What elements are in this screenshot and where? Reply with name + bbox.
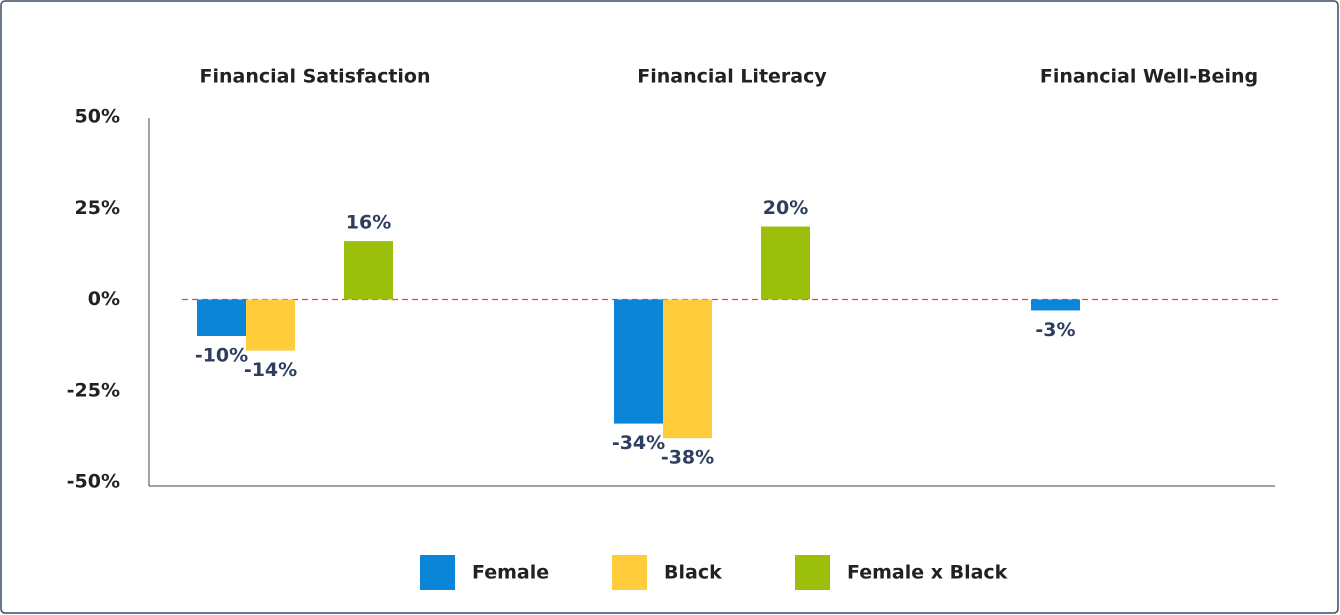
value-label: 20% bbox=[763, 197, 808, 219]
category-title: Financial Satisfaction bbox=[199, 66, 430, 88]
legend-swatch bbox=[795, 555, 830, 590]
y-tick-label: 50% bbox=[75, 106, 120, 128]
y-tick-label: -25% bbox=[67, 379, 120, 401]
legend-label: Female bbox=[472, 562, 549, 584]
bar bbox=[614, 299, 663, 424]
bar bbox=[761, 226, 810, 300]
bar bbox=[663, 299, 712, 439]
value-label: -38% bbox=[661, 447, 714, 469]
bar bbox=[197, 299, 246, 336]
value-label: -34% bbox=[612, 432, 665, 454]
y-tick-label: 0% bbox=[88, 288, 120, 310]
value-label: -3% bbox=[1035, 319, 1075, 341]
legend-label: Black bbox=[664, 562, 722, 584]
legend-swatch bbox=[420, 555, 455, 590]
legend-label: Female x Black bbox=[847, 562, 1008, 584]
bar bbox=[1031, 299, 1080, 311]
category-title: Financial Well-Being bbox=[1040, 66, 1258, 88]
bar bbox=[344, 241, 393, 300]
bar bbox=[246, 299, 295, 351]
value-label: -10% bbox=[195, 345, 248, 367]
y-tick-label: -50% bbox=[67, 471, 120, 493]
legend-swatch bbox=[612, 555, 647, 590]
y-tick-label: 25% bbox=[75, 197, 120, 219]
value-label: -14% bbox=[244, 359, 297, 381]
category-title: Financial Literacy bbox=[637, 66, 827, 88]
value-label: 16% bbox=[346, 212, 391, 234]
